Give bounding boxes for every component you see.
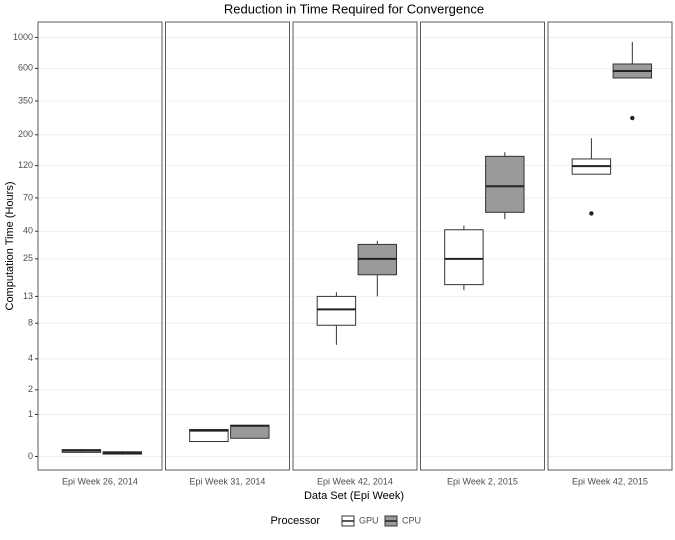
y-tick-label: 40 — [23, 226, 33, 236]
box — [189, 428, 229, 442]
legend-title: Processor — [270, 515, 320, 527]
outlier — [589, 211, 594, 216]
panel-border — [547, 21, 673, 471]
y-tick-label: 2 — [28, 384, 33, 394]
y-tick-label: 200 — [18, 129, 33, 139]
panel-border — [292, 21, 418, 471]
y-tick-label: 25 — [23, 253, 33, 263]
panel-border — [165, 21, 290, 471]
box — [230, 424, 270, 439]
panel-border — [420, 21, 545, 471]
y-tick-label: 350 — [18, 95, 33, 105]
y-axis-title: Computation Time (Hours) — [4, 182, 16, 311]
y-tick-label: 1 — [28, 409, 33, 419]
x-tick-label: Epi Week 42, 2014 — [317, 476, 393, 486]
legend-label: GPU — [359, 515, 379, 525]
box — [316, 295, 357, 326]
box — [485, 155, 525, 213]
y-tick-label: 13 — [23, 291, 33, 301]
y-tick-label: 70 — [23, 192, 33, 202]
legend-label: CPU — [402, 515, 421, 525]
x-axis-title: Data Set (Epi Week) — [304, 490, 404, 502]
x-tick-label: Epi Week 2, 2015 — [447, 476, 518, 486]
y-tick-label: 600 — [18, 63, 33, 73]
y-tick-label: 4 — [28, 353, 33, 363]
chart-title: Reduction in Time Required for Convergen… — [224, 1, 484, 16]
panel-border — [37, 21, 163, 471]
y-tick-label: 120 — [18, 160, 33, 170]
box — [444, 229, 484, 286]
y-tick-label: 8 — [28, 318, 33, 328]
y-tick-label: 0 — [28, 451, 33, 461]
x-tick-label: Epi Week 42, 2015 — [572, 476, 648, 486]
outlier — [630, 115, 635, 121]
x-tick-label: Epi Week 26, 2014 — [62, 476, 138, 486]
y-tick-label: 1000 — [13, 32, 33, 42]
x-tick-label: Epi Week 31, 2014 — [190, 476, 266, 486]
